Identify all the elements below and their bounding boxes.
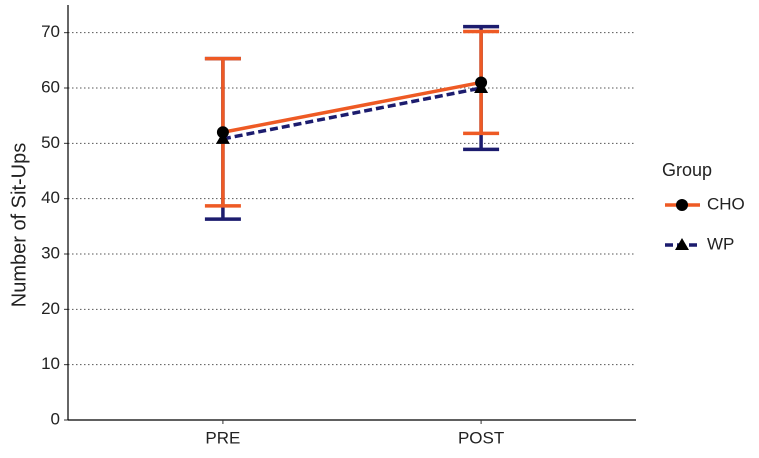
y-tick-label: 50 [41,133,60,152]
series-line [222,86,482,141]
y-tick-label: 40 [41,188,60,207]
legend-key-marker [675,238,689,250]
legend-label: WP [707,234,734,253]
x-tick-label: PRE [205,428,240,447]
x-tick-label: POST [458,428,504,447]
y-tick-label: 30 [41,243,60,262]
y-tick-label: 0 [51,409,60,428]
y-tick-label: 20 [41,299,60,318]
legend-label: CHO [707,194,745,213]
data-point [474,81,489,93]
series-line [222,80,482,134]
y-axis-label: Number of Sit-Ups [8,143,30,308]
y-tick-label: 70 [41,22,60,41]
legend-key-marker [676,199,688,211]
y-tick-label: 60 [41,77,60,96]
legend-title: Group [662,160,712,180]
y-tick-label: 10 [41,354,60,373]
data-point [215,131,230,144]
